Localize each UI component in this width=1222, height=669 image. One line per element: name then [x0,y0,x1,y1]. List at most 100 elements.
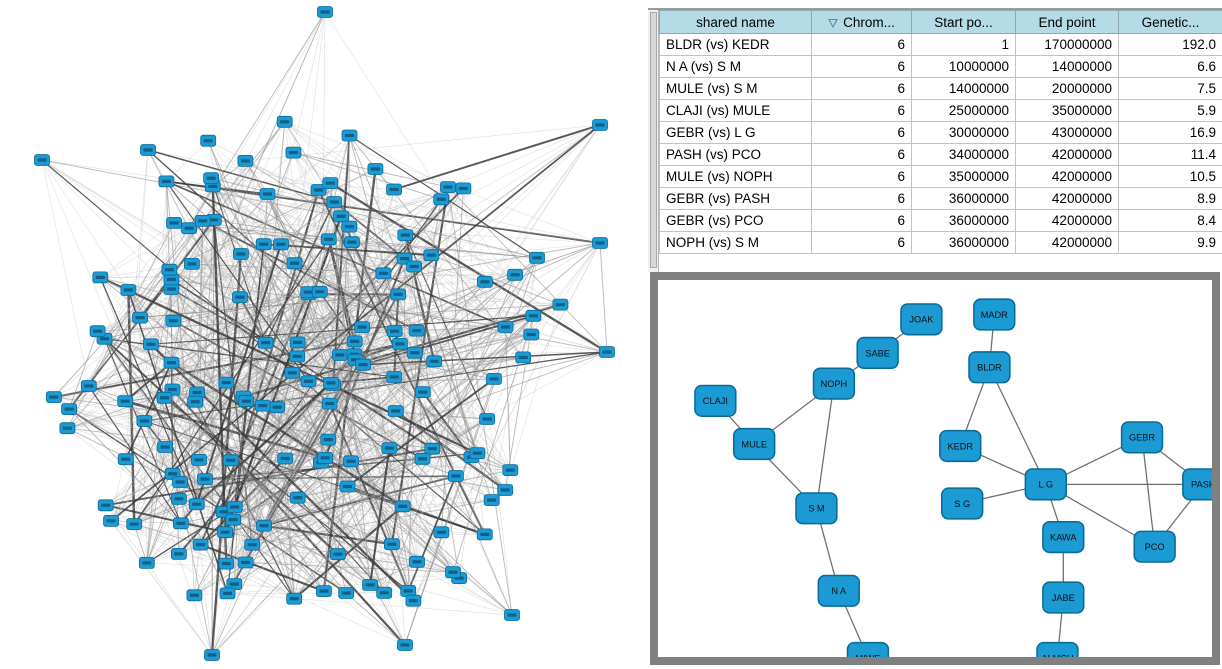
hairball-node[interactable] [323,376,339,389]
table-row[interactable]: MULE (vs) S M 6 14000000 20000000 7.5 [659,77,1222,100]
hairball-node[interactable] [346,335,363,348]
subnetwork-node-shape[interactable] [939,429,982,463]
cell-start_point[interactable]: 25000000 [911,99,1016,122]
cell-end_point[interactable]: 42000000 [1015,143,1119,166]
hairball-node[interactable] [469,447,486,460]
hairball-node[interactable] [447,470,464,482]
subnetwork-edge[interactable] [988,367,1047,485]
subnetwork-node[interactable]: GEBR [1120,421,1164,454]
hairball-node[interactable] [161,263,178,276]
subnetwork-node[interactable]: MADR [973,298,1016,331]
hairball-node[interactable] [423,249,440,262]
hairball-node[interactable] [277,452,294,465]
hairball-node[interactable] [341,129,358,142]
cell-start_point[interactable]: 34000000 [911,143,1016,166]
hairball-node[interactable] [97,499,114,512]
cell-chromosome[interactable]: 6 [811,187,912,210]
subnetwork-node[interactable]: BLDR [968,351,1011,384]
subnetwork-node-layer[interactable]: JOAK MADR SABE BLDR NOPH CLAJI GEBR KEDR MULE L G… [694,298,1212,657]
hairball-node[interactable] [367,163,384,175]
subnetwork-node[interactable]: KAWA [1042,520,1085,554]
hairball-node[interactable] [315,585,332,597]
hairball-node[interactable] [525,309,542,322]
cell-shared_name[interactable]: N A (vs) S M [659,55,812,78]
table-body[interactable]: BLDR (vs) KEDR 6 1 170000000 192.0 N A (vs) S… [659,33,1222,254]
subnetwork-node-shape[interactable] [1024,468,1067,501]
hairball-node[interactable] [237,154,254,167]
hairball-node[interactable] [140,144,156,156]
hairball-node[interactable] [592,237,608,249]
hairball-node[interactable] [117,453,134,466]
hairball-node[interactable] [483,494,500,507]
hairball-node[interactable] [408,324,425,337]
subnetwork-node-shape[interactable] [1042,520,1085,554]
cell-end_point[interactable]: 42000000 [1015,231,1119,254]
hairball-node[interactable] [529,251,545,264]
hairball-node[interactable] [394,500,411,513]
subnetwork-node[interactable]: N A [817,574,860,607]
hairball-node[interactable] [320,233,337,246]
hairball-node[interactable] [226,501,243,513]
cell-genetic[interactable]: 192.0 [1118,33,1222,56]
hairball-node[interactable] [286,592,303,605]
cell-genetic[interactable]: 11.4 [1118,143,1222,166]
hairball-node[interactable] [445,566,461,579]
hairball-node[interactable] [339,480,356,493]
subnetwork-edge[interactable] [815,383,835,509]
hairball-node[interactable] [59,422,76,435]
subnetwork-node[interactable]: S M [795,492,838,525]
hairball-node[interactable] [387,405,404,417]
hairball-node[interactable] [414,386,431,399]
subnetwork-edge[interactable] [1141,437,1156,547]
subnetwork-node-shape[interactable] [817,574,860,607]
subnetwork-node[interactable]: PASH [1182,468,1212,501]
hairball-node[interactable] [333,210,350,223]
hairball-node[interactable] [117,395,134,408]
hairball-node[interactable] [237,556,254,569]
hairball-node[interactable] [238,395,255,408]
table-vertical-scrollbar[interactable] [648,10,659,272]
table-row[interactable]: GEBR (vs) PCO 6 36000000 42000000 8.4 [659,209,1222,232]
edge-attribute-table-panel[interactable]: shared name Chrom... Start po... End poi… [648,8,1222,272]
hairball-node[interactable] [80,380,97,392]
hairball-node[interactable] [383,538,400,551]
hairball-node[interactable] [599,346,615,358]
column-header-start-point[interactable]: Start po... [911,10,1016,34]
hairball-node[interactable] [46,391,62,404]
hairball-node[interactable] [523,328,540,341]
hairball-node[interactable] [433,193,450,206]
cell-chromosome[interactable]: 6 [811,77,912,100]
subnetwork-view-panel[interactable]: JOAK MADR SABE BLDR NOPH CLAJI GEBR KEDR MULE L G… [650,272,1220,665]
hairball-node[interactable] [497,321,514,333]
hairball-node[interactable] [476,275,493,288]
hairball-node[interactable] [191,453,207,466]
subnetwork-node-shape[interactable] [1182,468,1212,501]
hairball-node[interactable] [390,288,407,301]
hairball-node[interactable] [355,358,372,371]
hairball-node[interactable] [138,557,155,569]
hairball-node[interactable] [203,172,220,185]
hairball-node[interactable] [476,528,493,541]
subnetwork-node-shape[interactable] [968,351,1011,384]
table-row[interactable]: BLDR (vs) KEDR 6 1 170000000 192.0 [659,33,1222,56]
cell-start_point[interactable]: 30000000 [911,121,1016,144]
cell-chromosome[interactable]: 6 [811,231,912,254]
hairball-node[interactable] [259,188,276,200]
hairball-node[interactable] [391,337,408,350]
hairball-node[interactable] [414,452,431,465]
subnetwork-node-shape[interactable] [694,384,737,417]
cell-start_point[interactable]: 36000000 [911,209,1016,232]
cell-end_point[interactable]: 14000000 [1015,55,1119,78]
hairball-node[interactable] [204,649,220,661]
hairball-node[interactable] [197,473,213,486]
subnetwork-node-shape[interactable] [1036,641,1079,657]
hairball-node[interactable] [172,476,189,488]
subnetwork-node[interactable]: L G [1024,468,1067,501]
hairball-network-canvas[interactable] [0,0,648,669]
hairball-node[interactable] [219,587,236,600]
hairball-node[interactable] [479,413,496,425]
hairball-node[interactable] [186,589,203,602]
hairball-node[interactable] [381,442,398,455]
hairball-node[interactable] [317,451,334,464]
hairball-node[interactable] [61,403,77,416]
